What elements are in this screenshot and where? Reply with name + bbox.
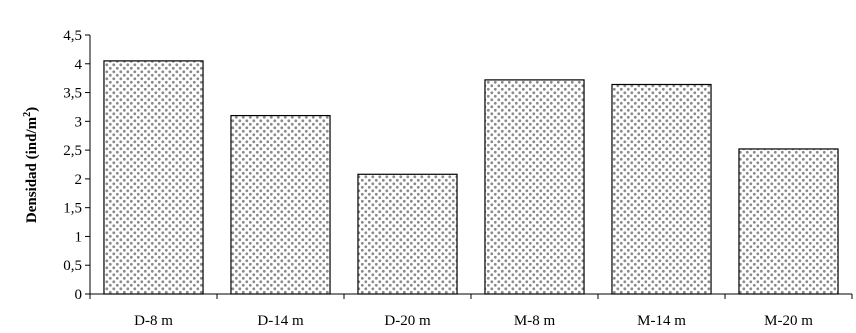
x-tick-label: D-8 m — [134, 313, 173, 329]
bar — [484, 79, 585, 295]
y-tick-label: 2,5 — [63, 143, 82, 159]
bar — [230, 114, 331, 295]
x-tick-label: M-14 m — [637, 313, 686, 329]
y-tick-label: 0 — [75, 287, 83, 303]
bar — [611, 83, 712, 295]
y-axis-title: Densidad (ind/m2) — [22, 107, 40, 223]
y-axis-title-main: Densidad (ind/m — [24, 116, 40, 223]
x-tick-label: M-20 m — [764, 313, 813, 329]
y-tick-label: 1,5 — [63, 201, 82, 217]
y-tick-label: 1 — [75, 229, 83, 245]
y-axis-title-superscript: 2 — [22, 112, 33, 117]
y-axis: 0 0,5 1 1,5 2 2,5 3 3,5 4 4,5 — [63, 28, 91, 303]
y-axis-title-close: ) — [24, 107, 40, 112]
y-tick-label: 3,5 — [63, 86, 82, 102]
bar — [738, 148, 839, 295]
y-tick-label: 4 — [75, 57, 83, 73]
bar — [103, 60, 204, 295]
y-tick-label: 4,5 — [63, 28, 82, 44]
plot-area — [103, 60, 839, 295]
x-tick-label: D-20 m — [384, 313, 431, 329]
x-axis: D-8 m D-14 m D-20 m M-8 m M-14 m M-20 m — [89, 293, 853, 329]
x-tick-label: D-14 m — [257, 313, 304, 329]
y-tick-label: 0,5 — [63, 258, 82, 274]
y-tick-label: 3 — [75, 114, 83, 130]
bar — [357, 173, 458, 295]
y-tick-label: 2 — [75, 172, 83, 188]
x-tick-label: M-8 m — [514, 313, 556, 329]
